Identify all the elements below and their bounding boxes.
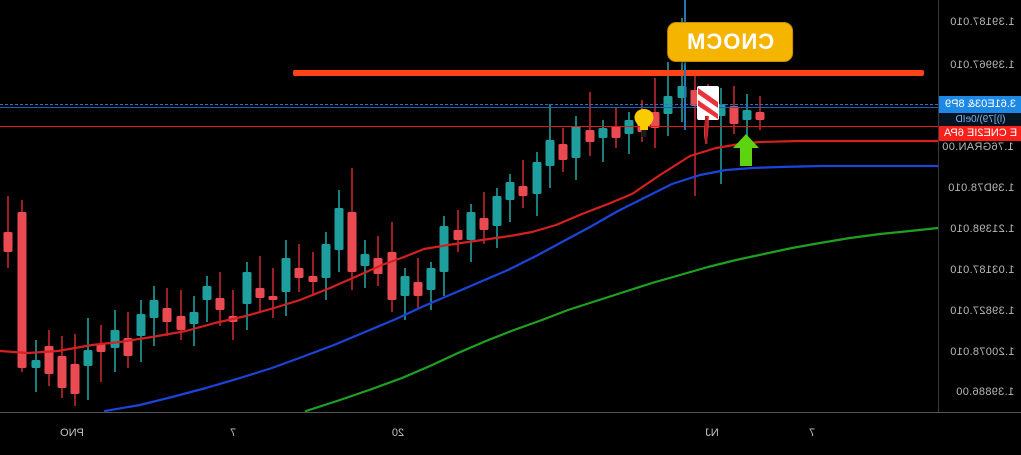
- candle-body[interactable]: [585, 130, 595, 142]
- idea-bulb-marker[interactable]: [633, 108, 655, 138]
- candle-wick: [720, 88, 722, 184]
- candle-body[interactable]: [17, 212, 27, 368]
- price-axis-label: 1.39187.010: [949, 16, 1014, 28]
- price-axis-label: 1.39D78.010: [947, 182, 1014, 194]
- candle-wick: [100, 325, 102, 382]
- candle-body[interactable]: [83, 350, 93, 366]
- candle-body[interactable]: [400, 276, 410, 296]
- price-axis-label: 1.21398.010: [949, 223, 1014, 235]
- candle-body[interactable]: [413, 282, 423, 296]
- candle-wick: [589, 92, 591, 156]
- candle-body[interactable]: [44, 346, 54, 374]
- candle-wick: [522, 160, 524, 208]
- candle-body[interactable]: [189, 312, 199, 324]
- candle-wick: [259, 256, 261, 312]
- candle-body[interactable]: [729, 106, 739, 124]
- candle-body[interactable]: [387, 252, 397, 300]
- candle-body[interactable]: [545, 140, 555, 166]
- vertical-marker-line: [684, 0, 686, 130]
- candlestick-series: [3, 18, 765, 406]
- ma-medium-line: [103, 164, 938, 412]
- info-tag[interactable]: (l)]79)\0eID: [939, 113, 1021, 126]
- candle-body[interactable]: [505, 182, 515, 200]
- ma-slow-line: [304, 226, 938, 412]
- candle-body[interactable]: [242, 272, 252, 304]
- price-axis-label: 1.20078.010: [949, 346, 1014, 358]
- candle-body[interactable]: [321, 244, 331, 278]
- candle-body[interactable]: [466, 212, 476, 240]
- time-axis-label: 7: [808, 427, 816, 439]
- candle-body[interactable]: [123, 338, 133, 356]
- candle-body[interactable]: [162, 308, 172, 322]
- candle-wick: [312, 252, 314, 296]
- candle-body[interactable]: [255, 288, 265, 298]
- time-axis-label: 20: [391, 427, 405, 439]
- time-axis-label: PNO: [60, 427, 84, 439]
- candle-body[interactable]: [334, 208, 344, 250]
- ma-fast-line: [0, 139, 938, 355]
- candle-body[interactable]: [532, 162, 542, 194]
- candle-body[interactable]: [202, 286, 212, 300]
- candle-body[interactable]: [176, 316, 186, 330]
- candle-body[interactable]: [57, 356, 67, 388]
- candle-body[interactable]: [347, 212, 357, 272]
- candle-body[interactable]: [598, 128, 608, 138]
- candle-body[interactable]: [479, 218, 489, 230]
- candle-body[interactable]: [439, 226, 449, 272]
- candle-body[interactable]: [663, 96, 673, 114]
- candle-wick: [272, 268, 274, 318]
- dashed-blue-level-line: [0, 104, 938, 105]
- moving-average-overlay: [0, 139, 938, 412]
- candle-wick: [602, 120, 604, 162]
- bid-tag[interactable]: 3.61E03& 8P9: [939, 96, 1021, 113]
- price-axis-label: 1.39967.010: [949, 59, 1014, 71]
- candle-body[interactable]: [558, 144, 568, 160]
- candle-wick: [180, 290, 182, 340]
- candle-body[interactable]: [70, 364, 80, 394]
- candle-wick: [694, 72, 696, 196]
- signal-badge[interactable]: CNOCM: [667, 22, 794, 62]
- candle-body[interactable]: [624, 120, 634, 134]
- price-axis[interactable]: 1.39187.010 1.39967.010 1.76GRAN.00 1.39D78…: [938, 0, 1021, 412]
- price-axis-label: 1.39827.010: [949, 305, 1014, 317]
- candle-body[interactable]: [453, 230, 463, 240]
- candle-wick: [232, 290, 234, 340]
- red-level-line: [0, 126, 938, 127]
- candle-body[interactable]: [215, 298, 225, 310]
- buy-arrow-marker[interactable]: [732, 133, 760, 167]
- time-axis-label: 7: [229, 427, 237, 439]
- time-axis-label: NJ: [705, 427, 719, 439]
- candle-body[interactable]: [31, 360, 41, 368]
- candle-body[interactable]: [426, 268, 436, 290]
- candle-body[interactable]: [308, 276, 318, 282]
- time-axis[interactable]: PNO 7 20 NJ 7: [0, 412, 1021, 455]
- candle-body[interactable]: [518, 186, 528, 196]
- candle-body[interactable]: [571, 126, 581, 158]
- candle-body[interactable]: [360, 254, 370, 266]
- chart-plot-area[interactable]: CNOCM: [0, 0, 938, 412]
- resistance-line[interactable]: [293, 70, 924, 76]
- price-axis-label: 1.03187.010: [949, 264, 1014, 276]
- candle-body[interactable]: [742, 110, 752, 120]
- candle-body[interactable]: [3, 232, 13, 252]
- candle-body[interactable]: [136, 314, 146, 336]
- blue-level-line: [0, 107, 938, 108]
- candle-body[interactable]: [96, 344, 106, 352]
- candle-body[interactable]: [268, 296, 278, 300]
- candle-body[interactable]: [492, 196, 502, 226]
- candle-body[interactable]: [755, 112, 765, 120]
- price-axis-label: 1.76GRAN.00: [942, 141, 1014, 153]
- candle-body[interactable]: [611, 126, 621, 138]
- ask-tag[interactable]: E CNE2IE 6PA: [939, 126, 1021, 141]
- candle-body[interactable]: [281, 258, 291, 292]
- price-axis-label: 1.39886.00: [955, 386, 1014, 398]
- candle-body[interactable]: [294, 268, 304, 278]
- alert-flag-marker[interactable]: [696, 86, 726, 146]
- candle-body[interactable]: [149, 300, 159, 318]
